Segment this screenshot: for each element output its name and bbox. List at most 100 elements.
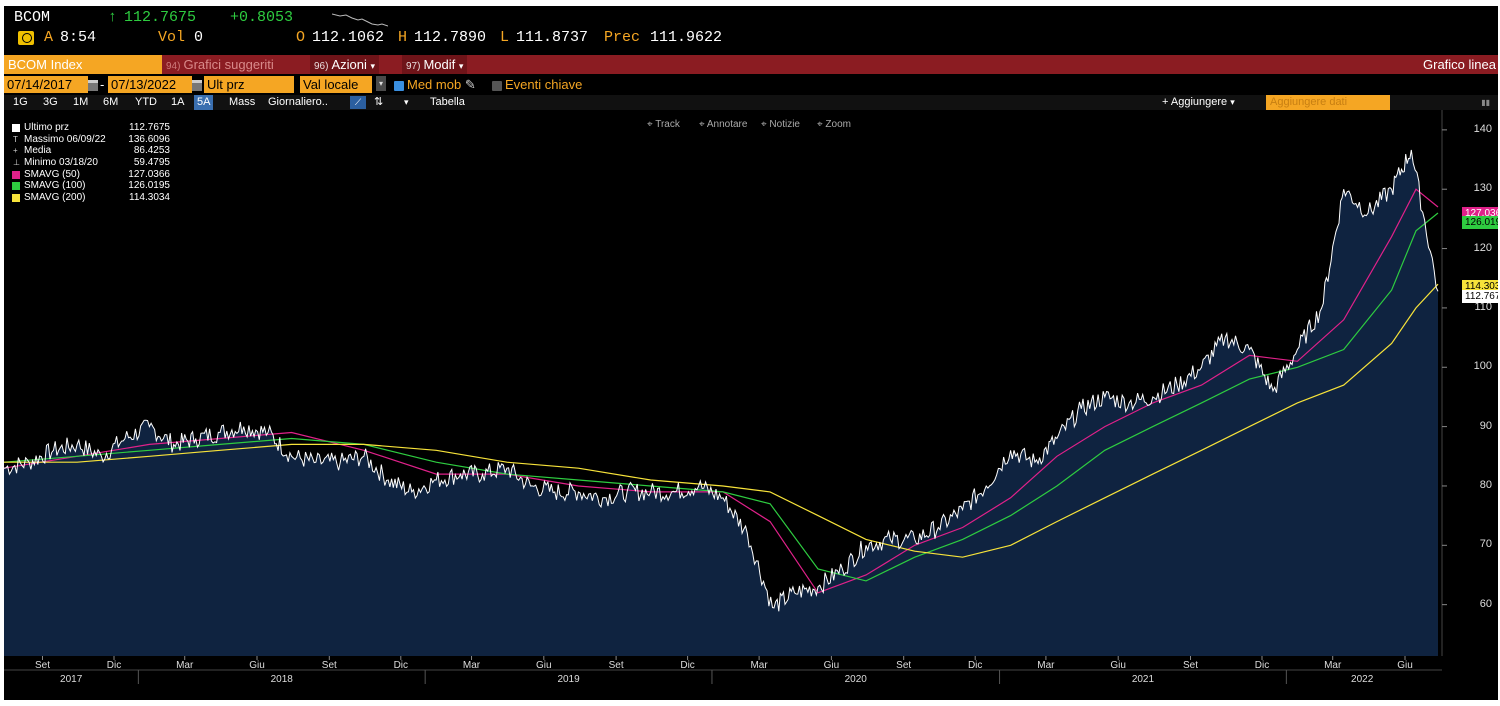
currency-selector[interactable]: Val locale: [300, 76, 372, 93]
period-6m-button[interactable]: 6M: [103, 96, 119, 108]
x-tick-label: Mar: [462, 660, 481, 671]
legend-marker-icon: ⊥: [13, 158, 20, 168]
prev-value: 111.9622: [650, 29, 723, 46]
start-date-calendar-icon[interactable]: [88, 76, 98, 93]
x-year-label: 2021: [1131, 674, 1155, 685]
period-1m-button[interactable]: 1M: [73, 96, 89, 108]
y-tick-label: 110: [1474, 300, 1492, 313]
period-1g-button[interactable]: 1G: [13, 96, 28, 108]
legend-marker-icon: T: [13, 134, 18, 144]
x-axis-band: [4, 656, 1498, 700]
legend-value: 86.4253: [133, 145, 170, 157]
price-chart[interactable]: ⌖ Track ⌖ Annotare ⌖ Notizie ⌖ Zoom: [4, 110, 1498, 700]
x-tick-label: Giu: [249, 660, 265, 671]
legend-row: + Media 86.4253: [12, 145, 170, 157]
x-tick-label: Set: [608, 660, 624, 671]
legend-label: SMAVG (100): [24, 180, 86, 192]
frequency-selector[interactable]: Giornaliero..: [268, 96, 328, 108]
legend-row: Ultimo prz 112.7675: [12, 122, 170, 134]
low-label: L: [500, 29, 510, 46]
quote-time: 8:54: [60, 29, 97, 46]
x-year-label: 2020: [844, 674, 867, 685]
x-tick-label: Dic: [393, 660, 409, 671]
key-events-checkbox[interactable]: Eventi chiave: [492, 76, 582, 93]
end-date-field[interactable]: 07/13/2022: [108, 76, 192, 93]
last-price: 112.7675: [124, 9, 197, 26]
moving-average-checkbox[interactable]: Med mob ✎: [394, 76, 476, 93]
price-tag-2: 114.303: [1462, 280, 1498, 293]
chart-tool-notizie[interactable]: ⌖ Notizie: [761, 119, 800, 130]
low-value: 111.8737: [516, 29, 589, 46]
legend-swatch: [12, 170, 20, 179]
legend-row: SMAVG (50) 127.0366: [12, 169, 170, 181]
sparkline-icon: [332, 13, 388, 27]
chart-legend: Ultimo prz 112.7675 T Massimo 06/09/22 136.6…: [12, 122, 170, 204]
start-date-field[interactable]: 07/14/2017: [4, 76, 88, 93]
legend-row: T Massimo 06/09/22 136.6096: [12, 134, 170, 146]
price-tag-3: 112.767: [1462, 290, 1498, 303]
x-tick-label: Giu: [536, 660, 552, 671]
x-tick-label: Set: [321, 660, 337, 671]
x-tick-label: Mar: [176, 660, 194, 671]
chart-type-label: Grafico linea: [1423, 57, 1496, 72]
y-tick-label: 140: [1473, 122, 1492, 135]
bar-style-icon[interactable]: ⇅: [374, 96, 384, 108]
legend-value: 112.7675: [129, 122, 170, 133]
x-year-label: 2022: [1351, 674, 1374, 685]
prev-label: Prec: [604, 29, 641, 46]
price-tag-1: 126.019: [1462, 216, 1498, 229]
period-3g-button[interactable]: 3G: [43, 96, 58, 108]
series-line-smavg-200: [4, 283, 1439, 558]
x-year-label: 2017: [60, 674, 83, 685]
chart-tool-annotare[interactable]: ⌖ Annotare: [699, 119, 748, 130]
volume-label: Vol: [158, 29, 186, 46]
legend-value: 59.4795: [133, 157, 170, 169]
suggested-charts-menu[interactable]: 94) Grafici suggeriti: [166, 57, 274, 72]
y-tick-label: 60: [1479, 597, 1492, 610]
more-dropdown-icon[interactable]: ▾: [404, 97, 409, 107]
chart-tool-zoom[interactable]: ⌖ Zoom: [817, 119, 851, 130]
end-date-calendar-icon[interactable]: [192, 76, 202, 93]
legend-value: 126.0195: [128, 180, 170, 192]
y-tick-label: 130: [1473, 182, 1492, 195]
x-tick-label: Dic: [967, 660, 983, 671]
legend-label: Massimo 06/09/22: [24, 133, 106, 145]
chart-tool-track[interactable]: ⌖ Track: [647, 119, 681, 130]
y-tick-label: 80: [1479, 478, 1492, 491]
x-tick-label: Giu: [1110, 660, 1126, 671]
clock-icon: [18, 31, 34, 45]
ticker-row: BCOM ↑ 112.7675 +0.8053: [4, 8, 1498, 28]
y-tick-label: 90: [1479, 419, 1492, 432]
panel-options-icon[interactable]: ▮▮: [1481, 98, 1490, 107]
legend-label: SMAVG (50): [24, 168, 80, 180]
x-year-label: 2018: [270, 674, 293, 685]
legend-row: SMAVG (200) 114.3034: [12, 192, 170, 204]
period-ytd-button[interactable]: YTD: [135, 96, 157, 108]
period-5a-button[interactable]: 5A: [194, 95, 214, 110]
series-line-ultimo-prz: [4, 149, 1439, 612]
modify-menu[interactable]: 97) Modif ▾: [402, 55, 468, 74]
add-button[interactable]: + Aggiungere ▾: [1162, 96, 1235, 108]
field-selector[interactable]: Ult prz: [204, 76, 294, 93]
line-chart-icon[interactable]: ⟋: [350, 95, 366, 110]
open-label: O: [296, 29, 306, 46]
quote-row: A 8:54 Vol 0 O 112.1062 H 112.7890 L 111…: [4, 28, 1498, 48]
security-input[interactable]: BCOM Index: [4, 55, 162, 74]
price-area: [4, 150, 1438, 656]
currency-dropdown-icon[interactable]: ▾: [374, 76, 386, 93]
period-1a-button[interactable]: 1A: [171, 96, 185, 108]
period-max-button[interactable]: Mass: [229, 96, 256, 108]
y-tick-label: 70: [1479, 538, 1492, 551]
legend-label: Media: [24, 145, 52, 157]
table-button[interactable]: Tabella: [430, 96, 465, 108]
legend-swatch: [12, 194, 20, 203]
x-tick-label: Dic: [106, 660, 122, 671]
volume-value: 0: [194, 29, 204, 46]
add-data-input[interactable]: Aggiungere dati: [1266, 95, 1390, 110]
ticker-symbol: BCOM: [14, 9, 51, 26]
actions-menu[interactable]: 96) Azioni ▾: [310, 55, 380, 74]
legend-swatch: [12, 182, 20, 191]
x-tick-label: Dic: [1254, 660, 1270, 671]
high-value: 112.7890: [414, 29, 487, 46]
high-label: H: [398, 29, 408, 46]
